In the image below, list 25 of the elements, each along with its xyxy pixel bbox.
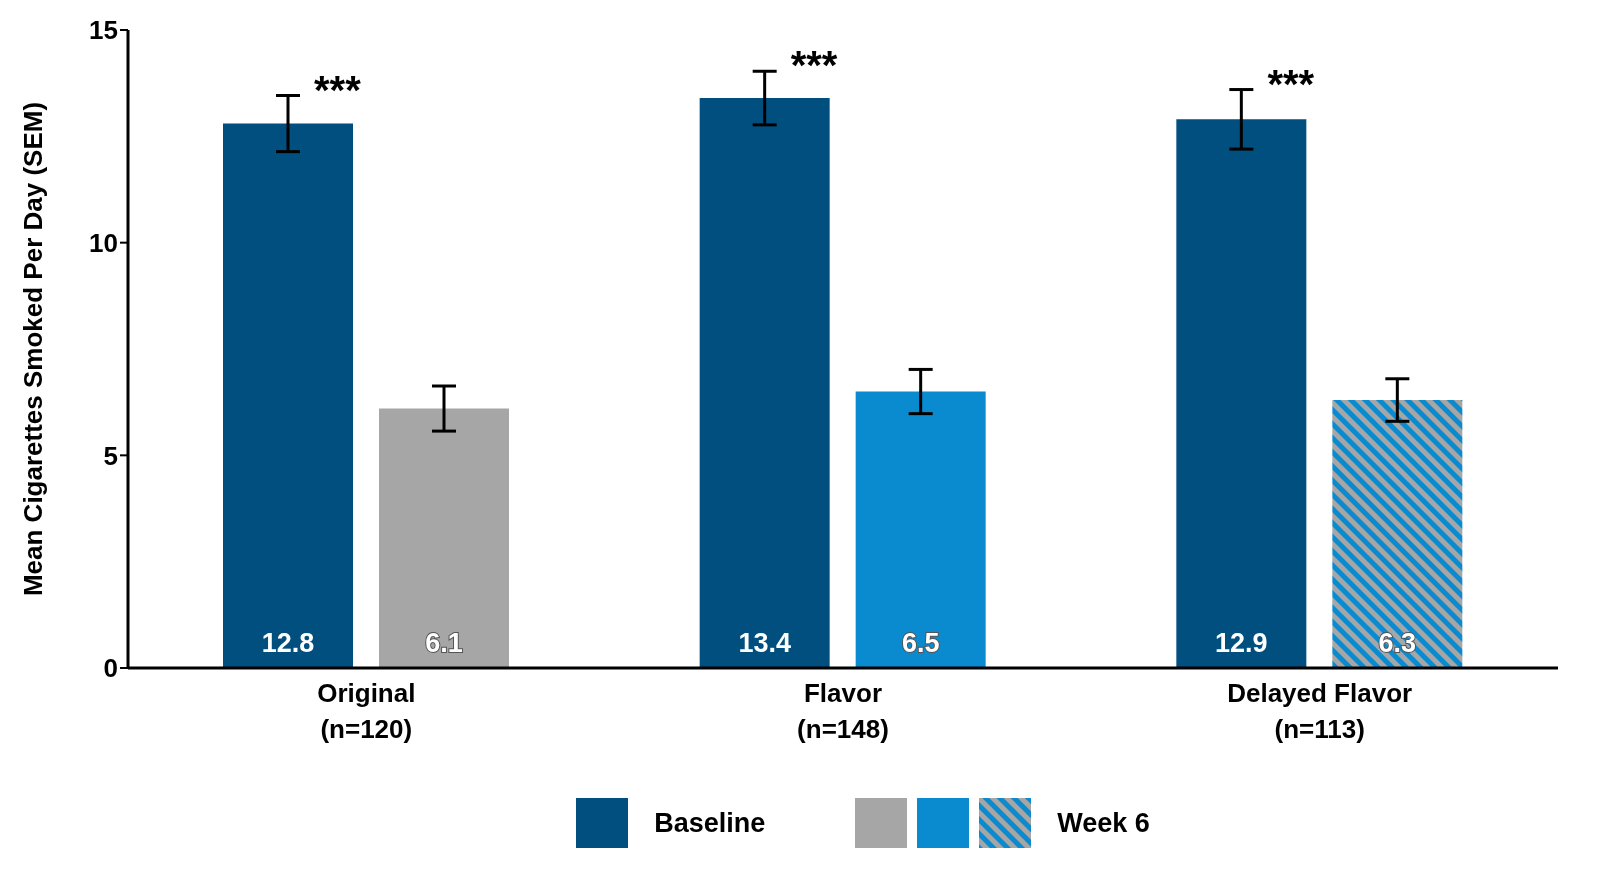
- bar: [699, 98, 830, 668]
- annotation: ***: [314, 67, 362, 112]
- data-label: 6.1: [425, 628, 463, 658]
- legend-label: Week 6: [1057, 807, 1150, 839]
- y-tick-label: 0: [103, 653, 118, 684]
- bar: [855, 391, 986, 668]
- y-axis-title: Mean Cigarettes Smoked Per Day (SEM): [18, 101, 49, 597]
- bar: [223, 123, 353, 668]
- bar: [379, 408, 509, 668]
- bar: [1176, 119, 1307, 668]
- data-label: 13.4: [738, 628, 791, 658]
- data-label: 6.5: [901, 628, 940, 658]
- bar: [1332, 400, 1463, 668]
- data-label: 6.3: [1378, 628, 1417, 658]
- annotation: ***: [1267, 61, 1315, 106]
- x-tick-label: Flavor (n=148): [797, 678, 889, 744]
- x-tick-label: Original (n=120): [317, 678, 416, 744]
- y-tick-label: 5: [103, 440, 118, 471]
- y-tick-label: 10: [89, 227, 118, 258]
- annotation: ***: [790, 43, 838, 88]
- data-label: 12.9: [1215, 628, 1268, 658]
- y-tick-label: 15: [89, 15, 118, 46]
- x-tick-label: Delayed Flavor (n=113): [1227, 678, 1413, 744]
- data-label: 12.8: [261, 628, 315, 658]
- legend-label: Baseline: [654, 807, 766, 839]
